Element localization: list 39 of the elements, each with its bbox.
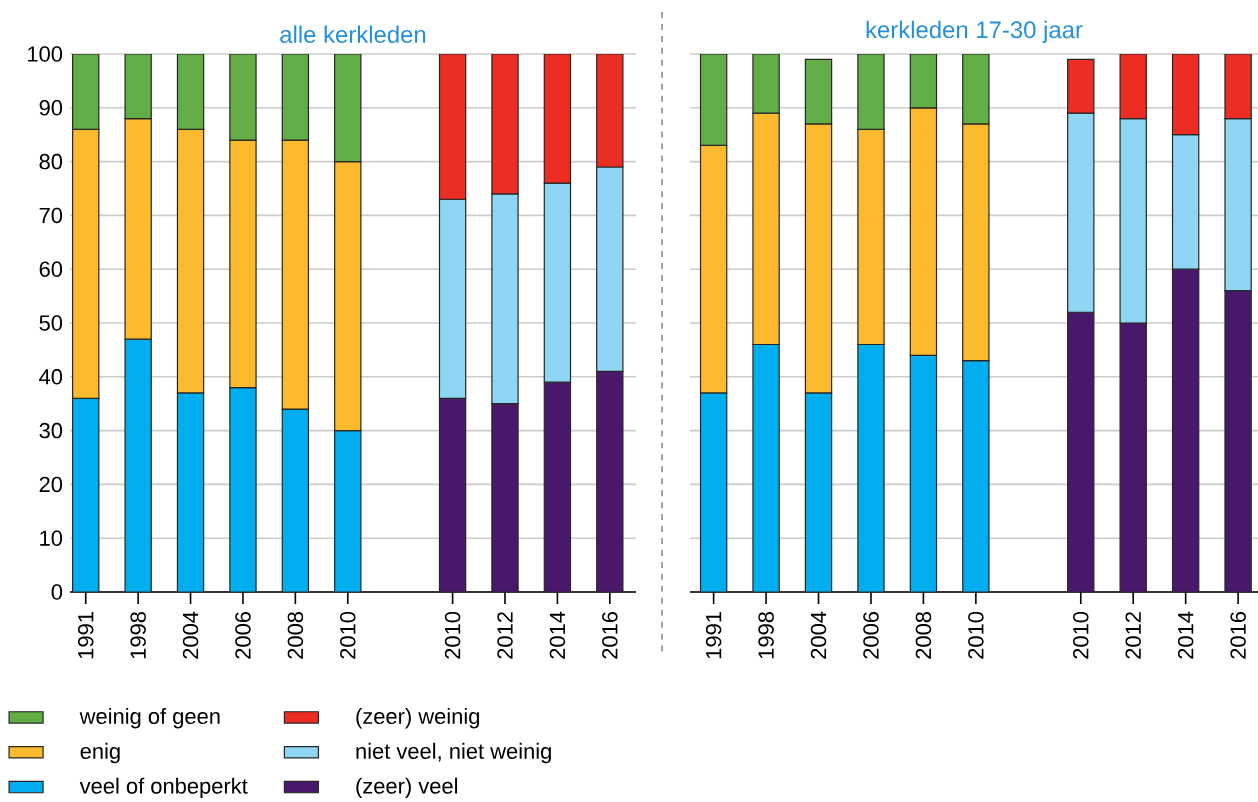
y-tick-label: 100 bbox=[28, 46, 63, 62]
y-tick-label: 70 bbox=[39, 207, 63, 224]
x-tick-label: 2010 bbox=[1073, 611, 1089, 659]
x-tick-label: 2012 bbox=[1125, 612, 1141, 659]
x-tick-label: 2016 bbox=[602, 612, 618, 659]
y-tick-label: 10 bbox=[40, 530, 63, 546]
x-tick-label: 1998 bbox=[758, 612, 774, 659]
legend-label: weinig of geen bbox=[79, 707, 220, 729]
y-tick-label: 60 bbox=[39, 261, 63, 277]
x-tick-label: 2010 bbox=[968, 611, 984, 659]
x-tick-label: 2010 bbox=[444, 611, 461, 659]
y-tick-label: 30 bbox=[39, 422, 63, 439]
x-tick-label: 2014 bbox=[1177, 611, 1194, 659]
x-tick-label: 2010 bbox=[340, 611, 356, 659]
y-tick-label: 90 bbox=[39, 100, 63, 116]
x-tick-label: 1991 bbox=[78, 612, 94, 659]
x-tick-label: 2006 bbox=[863, 612, 879, 659]
legend-label: enig bbox=[80, 742, 120, 764]
y-tick-label: 0 bbox=[51, 584, 63, 600]
legend-label: veel of onbeperkt bbox=[79, 777, 248, 799]
x-tick-label: 2004 bbox=[810, 611, 827, 659]
x-tick-label: 2016 bbox=[1230, 612, 1246, 659]
legend-label: (zeer) veel bbox=[356, 777, 458, 799]
x-tick-label: 2008 bbox=[915, 612, 932, 659]
legend-label: niet veel, niet weinig bbox=[356, 742, 551, 764]
y-tick-label: 40 bbox=[39, 369, 63, 385]
x-tick-label: 2008 bbox=[287, 612, 304, 659]
y-tick-label: 80 bbox=[39, 153, 63, 170]
chart-title: alle kerkleden bbox=[280, 25, 426, 43]
x-tick-label: 2004 bbox=[182, 611, 199, 659]
y-tick-label: 50 bbox=[39, 315, 63, 331]
x-tick-label: 2006 bbox=[235, 612, 251, 659]
x-tick-label: 1998 bbox=[130, 612, 146, 659]
x-tick-label: 2014 bbox=[549, 611, 566, 659]
legend-label: (zeer) weinig bbox=[356, 707, 480, 729]
y-tick-label: 20 bbox=[39, 476, 63, 493]
x-tick-label: 2012 bbox=[497, 612, 513, 659]
chart-title: kerkleden 17-30 jaar bbox=[866, 20, 1083, 44]
x-tick-label: 1991 bbox=[705, 612, 722, 659]
